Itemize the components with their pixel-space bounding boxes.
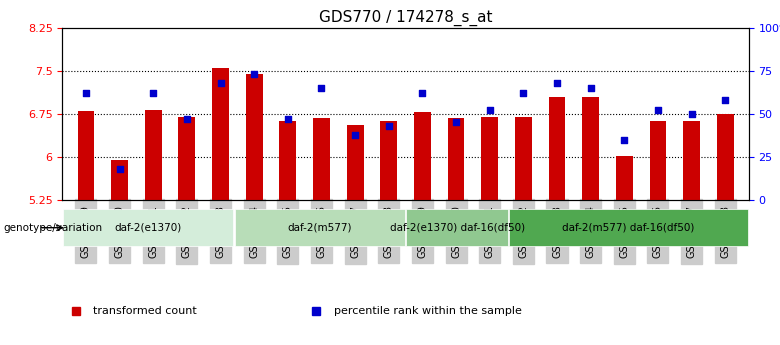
Point [80,90,92,96]
Bar [582,97,599,200]
Point [450,120,463,125]
Bar [515,117,532,200]
Text: genotype/variation: genotype/variation [4,223,103,233]
Bar [145,110,161,200]
Bar [414,112,431,200]
FancyBboxPatch shape [406,209,508,246]
Point [618,137,630,142]
Point [517,90,530,96]
Point [382,123,395,129]
Bar [347,125,363,200]
Point [215,80,227,86]
Point [181,116,193,122]
Bar [212,68,229,200]
Bar [548,97,565,200]
Text: daf-2(m577) daf-16(df50): daf-2(m577) daf-16(df50) [562,223,695,233]
Point [484,108,496,113]
Point [584,85,597,91]
Point [719,97,732,103]
Text: percentile rank within the sample: percentile rank within the sample [334,306,521,316]
Bar [448,118,464,200]
Point [147,90,159,96]
Text: daf-2(e1370): daf-2(e1370) [115,223,182,233]
Text: daf-2(e1370) daf-16(df50): daf-2(e1370) daf-16(df50) [389,223,525,233]
Point [686,111,698,117]
Bar [279,121,296,200]
Title: GDS770 / 174278_s_at: GDS770 / 174278_s_at [319,10,492,26]
Point [349,132,361,137]
Point [551,80,563,86]
Bar [179,117,195,200]
Text: daf-2(m577): daf-2(m577) [288,223,352,233]
Text: transformed count: transformed count [94,306,197,316]
Bar [381,121,397,200]
FancyBboxPatch shape [235,209,405,246]
Bar [246,73,263,200]
Bar [77,111,94,200]
Point [417,90,429,96]
FancyBboxPatch shape [63,209,233,246]
FancyBboxPatch shape [509,209,748,246]
Bar [616,156,633,200]
Point [652,108,665,113]
Bar [313,118,330,200]
Bar [481,117,498,200]
Bar [683,121,700,200]
Point [113,166,126,172]
Bar [112,160,128,200]
Bar [717,114,734,200]
Bar [650,121,666,200]
Point [315,85,328,91]
Point [248,71,261,77]
Point [282,116,294,122]
